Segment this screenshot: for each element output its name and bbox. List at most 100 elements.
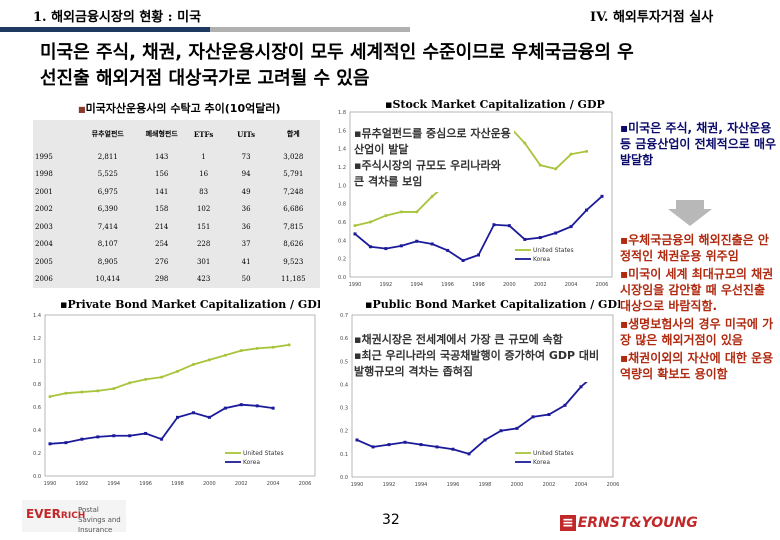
- data-point: [160, 375, 164, 379]
- data-point: [585, 208, 589, 212]
- data-point: [399, 244, 403, 248]
- everrich-logo: EVERRICH Postal Savings and Insurance: [22, 500, 126, 534]
- data-point: [368, 245, 372, 249]
- data-point: [563, 403, 567, 407]
- table-cell: 36: [241, 222, 251, 231]
- data-point: [554, 167, 558, 171]
- table-cell: 156: [154, 170, 169, 179]
- table-cell: 423: [196, 275, 211, 284]
- data-point: [554, 231, 558, 235]
- data-point: [160, 437, 164, 441]
- table-header-row: 뮤추얼펀드 폐쇄형펀드 ETFs UITs 합계: [33, 120, 320, 148]
- y-tick-label: 1.0: [338, 183, 346, 189]
- table-cell: 41: [241, 257, 251, 266]
- table-cell: 37: [241, 240, 251, 249]
- data-point: [461, 259, 465, 262]
- x-tick-label: 1994: [410, 282, 423, 288]
- data-point: [176, 415, 179, 419]
- table-cell: 94: [241, 170, 251, 179]
- x-tick-label: 2002: [543, 482, 556, 488]
- data-point: [239, 403, 243, 407]
- data-point: [384, 247, 388, 251]
- table-cell: 2003: [35, 222, 53, 231]
- table-cell: 301: [196, 257, 211, 266]
- x-tick-label: 1998: [472, 282, 485, 288]
- ernst-young-logo: ≡ ERNST&YOUNG: [560, 515, 698, 531]
- data-point: [371, 445, 375, 449]
- table-cell: 83: [199, 187, 209, 196]
- data-point: [48, 395, 52, 399]
- note-item: ▪채권시장은 전세계에서 가장 큰 규모에 속함: [354, 333, 563, 346]
- private-bond-chart: ▪Private Bond Market Capitalization / GD…: [33, 298, 320, 487]
- x-tick-label: 1992: [383, 482, 396, 488]
- table-cell: 73: [241, 152, 251, 161]
- plot-frame: [44, 314, 316, 477]
- data-point: [531, 415, 535, 419]
- legend-label: Korea: [533, 256, 550, 263]
- data-point: [547, 413, 551, 417]
- chart-title: ▪Private Bond Market Capitalization / GD…: [60, 298, 320, 311]
- table-cell: 36: [241, 205, 251, 214]
- title-line-1: 미국은 주식, 채권, 자산운용시장이 모두 세계적인 수준이므로 우체국금융의…: [40, 42, 634, 63]
- data-point: [368, 220, 372, 224]
- y-tick-label: 0.6: [340, 336, 348, 342]
- table-cell: 254: [154, 240, 169, 249]
- y-tick-label: 0.0: [338, 275, 346, 281]
- table-row: 2005 8,905 276 301 41 9,523: [33, 253, 320, 271]
- data-point: [271, 406, 275, 410]
- data-point: [191, 362, 195, 366]
- x-tick-label: 2000: [503, 282, 516, 288]
- data-point: [467, 452, 471, 456]
- y-tick-label: 0.8: [338, 202, 346, 208]
- table-cell: 143: [154, 152, 169, 161]
- note-item: ▪최근 우리나라의 국공채발행이 증가하여 GDP 대비 발행규모의 격차는 좁…: [354, 349, 600, 378]
- data-point: [430, 242, 434, 246]
- header-bar-navy: [0, 27, 210, 32]
- data-point: [223, 353, 227, 357]
- table-cell: 7,815: [283, 222, 304, 231]
- data-point: [48, 442, 52, 446]
- note-text: 채권시장은 전세계에서 가장 큰 규모에 속함: [361, 333, 563, 346]
- x-tick-label: 2000: [511, 482, 524, 488]
- data-point: [353, 232, 357, 236]
- x-tick-label: 2002: [534, 282, 547, 288]
- y-tick-label: 0.8: [33, 382, 41, 388]
- table-cell: 3,028: [283, 152, 304, 161]
- note-text: 최근 우리나라의 국공채발행이 증가하여 GDP 대비 발행규모의 격차는 좁혀…: [354, 349, 600, 378]
- data-point: [80, 390, 84, 394]
- page-number: 32: [382, 512, 400, 528]
- x-tick-label: 2006: [607, 482, 620, 488]
- y-tick-label: 0.5: [340, 359, 348, 365]
- y-tick-label: 1.4: [33, 313, 41, 319]
- data-point: [239, 349, 243, 353]
- table-cell: 1995: [35, 152, 53, 161]
- y-tick-label: 0.2: [340, 429, 348, 435]
- series-line-us: [49, 344, 290, 398]
- point-item: ▪채권이외의 자산에 대한 운용역량의 확보도 용이함: [620, 351, 774, 381]
- x-tick-label: 1996: [441, 282, 454, 288]
- x-tick-label: 1996: [447, 482, 460, 488]
- table-caption-text: 미국자산운용사의 수탁고 추이(10억달러): [85, 102, 281, 115]
- table-row: 2006 10,414 298 423 50 11,185: [33, 271, 320, 289]
- data-point: [355, 438, 359, 442]
- table-cell: 6,975: [97, 187, 118, 196]
- data-point: [507, 224, 511, 228]
- data-point: [112, 434, 116, 438]
- table-cell: 2,811: [97, 152, 118, 161]
- x-tick-label: 2002: [235, 481, 248, 487]
- plot-frame: [351, 314, 614, 478]
- data-point: [96, 435, 100, 439]
- note-item: ▪주식시장의 규모도 우리나라와 큰 격차를 보임: [354, 159, 501, 188]
- x-tick-label: 2000: [203, 481, 216, 487]
- data-point: [207, 358, 211, 362]
- header-bar-gray: [210, 27, 410, 32]
- y-tick-label: 0.7: [340, 313, 348, 319]
- data-point: [64, 391, 68, 395]
- data-point: [287, 343, 291, 347]
- x-tick-label: 1992: [380, 282, 393, 288]
- x-tick-label: 1990: [44, 481, 57, 487]
- x-tick-label: 1990: [349, 282, 362, 288]
- stock-note: ▪뮤추얼펀드를 중심으로 자산운용산업이 발달 ▪주식시장의 규모도 우리나라와…: [354, 124, 514, 192]
- data-point: [144, 377, 148, 381]
- table-cell: 50: [241, 275, 251, 284]
